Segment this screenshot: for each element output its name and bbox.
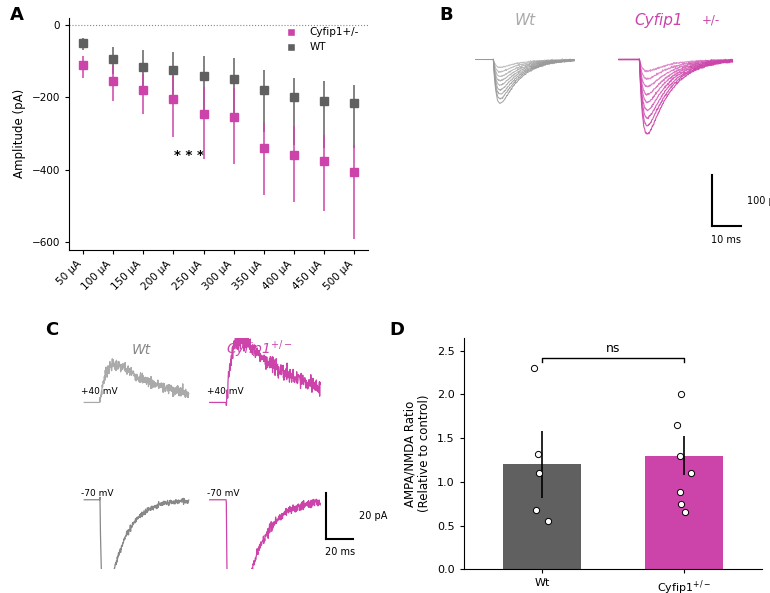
Text: -70 mV: -70 mV <box>206 489 239 498</box>
Text: 20 ms: 20 ms <box>325 547 355 557</box>
Point <box>531 505 543 515</box>
Point <box>675 390 687 399</box>
Legend: Cyfip1+/-, WT: Cyfip1+/-, WT <box>276 23 363 56</box>
Text: +40 mV: +40 mV <box>82 387 118 396</box>
Point <box>674 487 686 497</box>
Bar <box>645 455 723 569</box>
Text: Cyfip1$^{+/-}$: Cyfip1$^{+/-}$ <box>226 338 293 360</box>
Y-axis label: AMPA/NMDA Ratio
(Relative to control): AMPA/NMDA Ratio (Relative to control) <box>403 395 431 512</box>
Text: Wt: Wt <box>132 343 152 357</box>
Point <box>671 420 684 430</box>
Text: B: B <box>440 6 454 24</box>
Text: C: C <box>45 321 59 339</box>
Y-axis label: Amplitude (pA): Amplitude (pA) <box>13 89 26 178</box>
Point <box>534 468 546 478</box>
Point <box>685 468 698 478</box>
Text: Cyfip1: Cyfip1 <box>634 12 683 28</box>
Text: A: A <box>9 6 23 24</box>
Text: D: D <box>389 321 404 339</box>
Point <box>675 499 687 508</box>
Text: Wt: Wt <box>514 12 535 28</box>
Point <box>532 449 544 458</box>
Text: 10 ms: 10 ms <box>711 235 742 244</box>
Point <box>678 508 691 517</box>
Text: +/-: +/- <box>701 14 720 27</box>
Point <box>541 517 554 526</box>
Text: 20 pA: 20 pA <box>359 511 387 521</box>
Text: -70 mV: -70 mV <box>82 489 114 498</box>
Text: ns: ns <box>606 342 620 355</box>
Point <box>528 364 541 373</box>
Text: +40 mV: +40 mV <box>206 387 243 396</box>
Text: * * *: * * * <box>173 149 203 162</box>
Text: 100 pA: 100 pA <box>748 196 770 206</box>
Point <box>674 451 686 460</box>
Bar <box>503 464 581 569</box>
